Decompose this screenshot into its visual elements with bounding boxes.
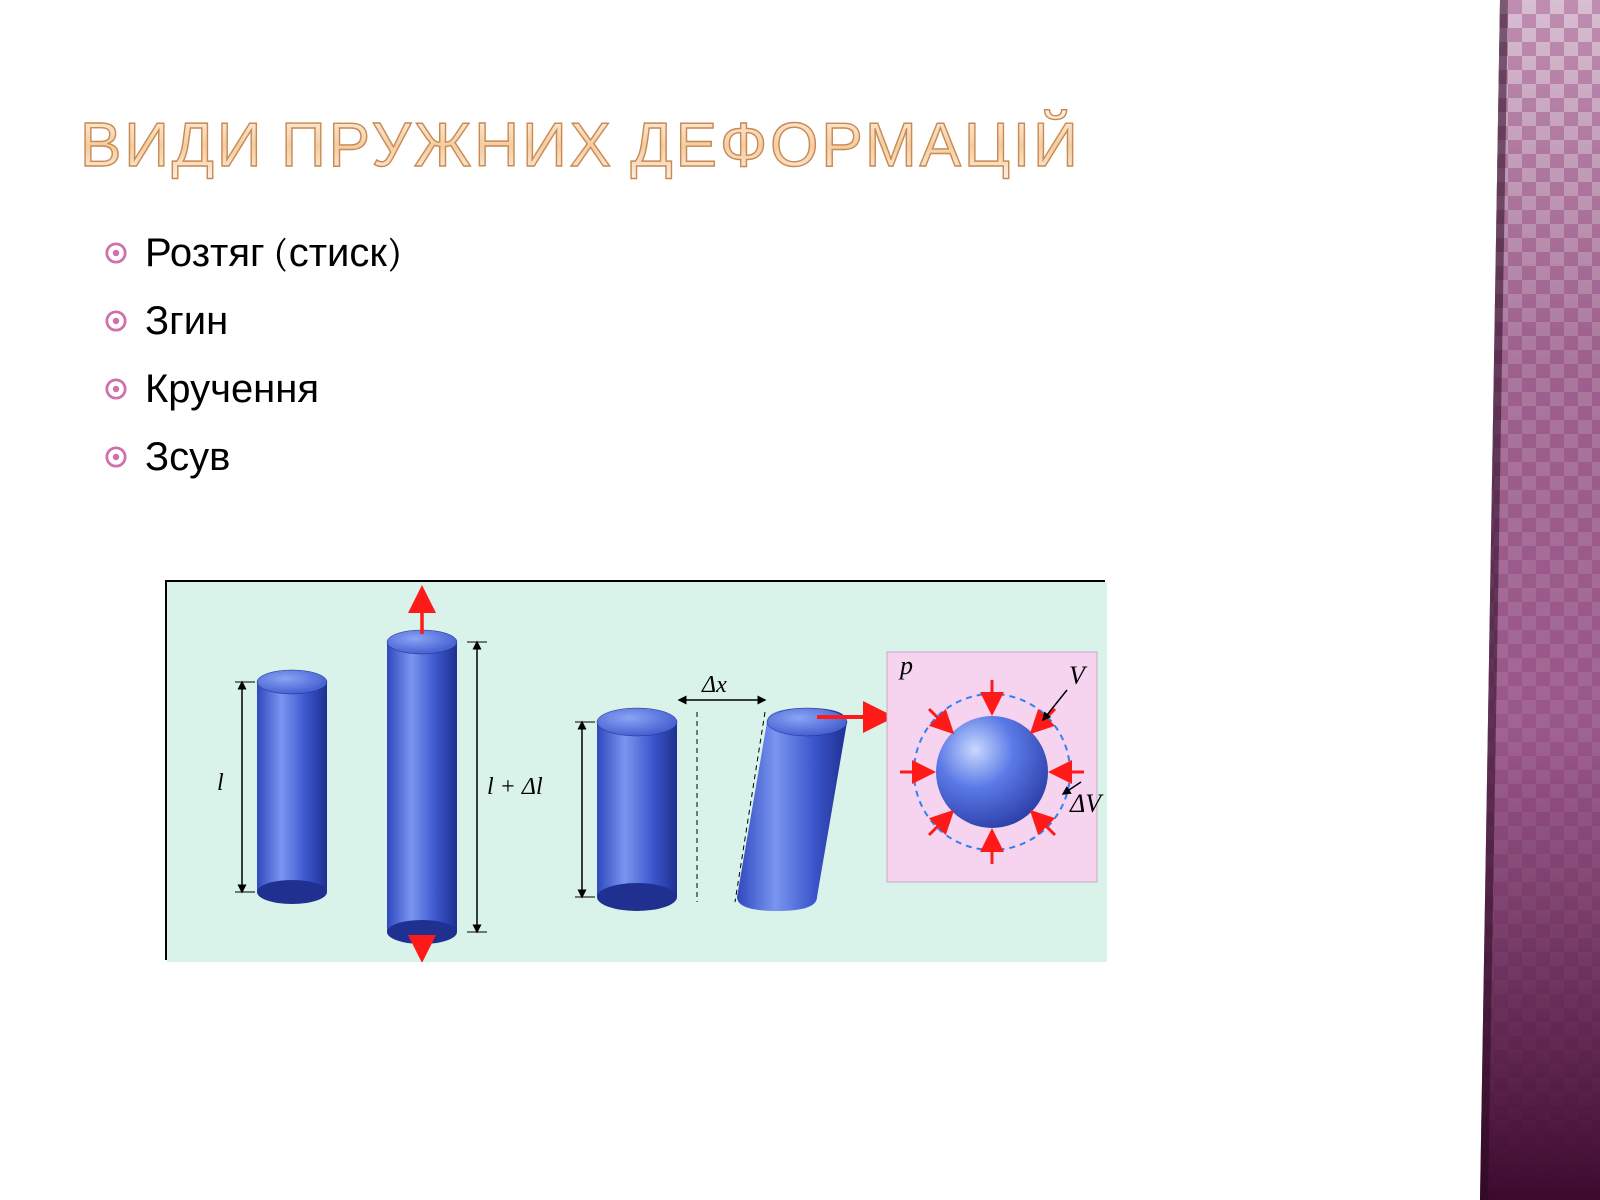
cylinder-original bbox=[257, 670, 327, 904]
label-l-plus-dl: l + Δl bbox=[487, 774, 543, 800]
bullet-label: Розтяг (стиск) bbox=[145, 230, 402, 276]
slide-title: ВИДИ ПРУЖНИХ ДЕФОРМАЦІЙ bbox=[80, 110, 1081, 182]
list-item: Кручення bbox=[105, 366, 402, 412]
bullet-label: Згин bbox=[145, 298, 228, 344]
bullet-label: Кручення bbox=[145, 366, 319, 412]
list-item: Розтяг (стиск) bbox=[105, 230, 402, 276]
label-l: l bbox=[217, 770, 224, 796]
bullet-marker-icon bbox=[105, 242, 127, 264]
bullet-marker-icon bbox=[105, 310, 127, 332]
list-item: Згин bbox=[105, 298, 402, 344]
side-accent-bar bbox=[1480, 0, 1600, 1200]
bullet-label: Зсув bbox=[145, 434, 230, 480]
label-dv: ΔV bbox=[1069, 789, 1104, 818]
bullet-marker-icon bbox=[105, 378, 127, 400]
cylinder-stretched bbox=[387, 630, 457, 944]
bullet-marker-icon bbox=[105, 446, 127, 468]
label-dx: Δx bbox=[701, 672, 727, 698]
sphere-compression-panel bbox=[887, 652, 1097, 882]
bullet-list: Розтяг (стиск) Згин Кручення Зсув bbox=[105, 230, 402, 502]
label-p: p bbox=[898, 651, 913, 680]
list-item: Зсув bbox=[105, 434, 402, 480]
cylinder-reference-shear bbox=[597, 708, 677, 911]
deformation-diagram: l l + Δl Δx bbox=[165, 580, 1105, 960]
